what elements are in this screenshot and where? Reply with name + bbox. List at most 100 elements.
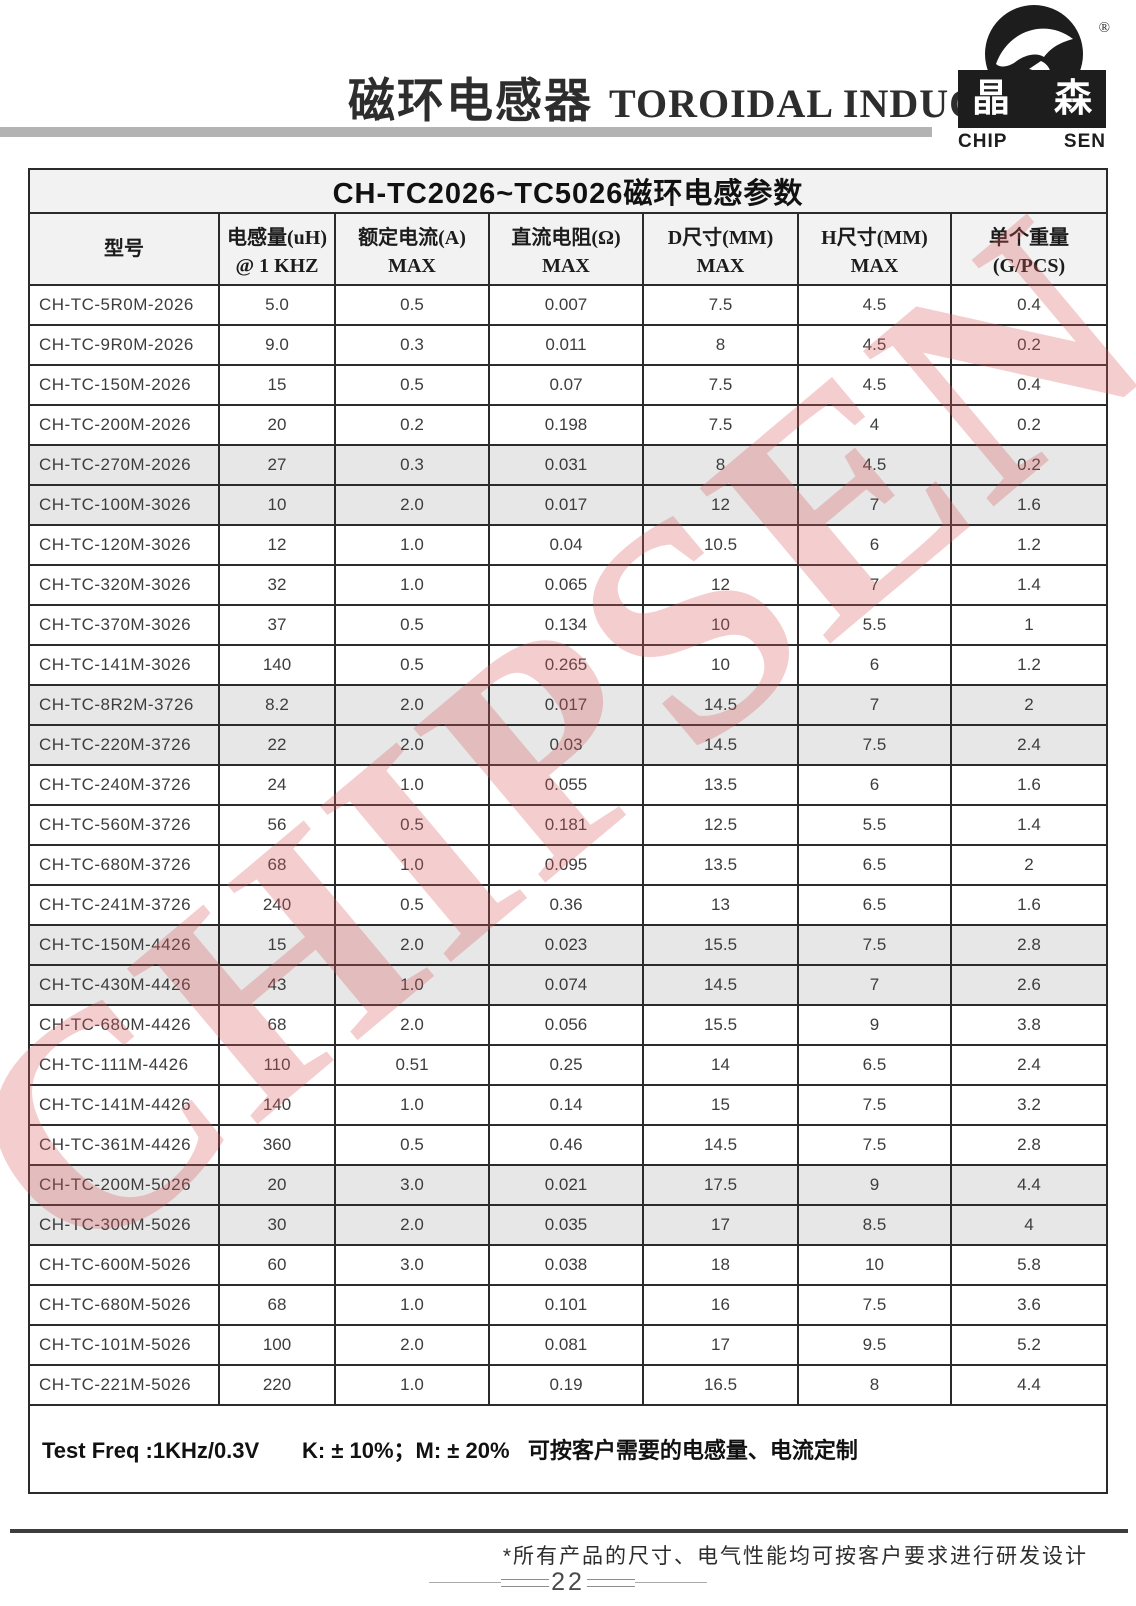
column-header: 电感量(uH) @ 1 KHZ — [218, 214, 334, 284]
cell-rated-current: 0.3 — [334, 326, 488, 364]
cell-d-size: 13.5 — [642, 846, 797, 884]
cell-h-size: 7.5 — [797, 1286, 950, 1324]
cell-inductance: 20 — [218, 406, 334, 444]
cell-dc-resistance: 0.095 — [488, 846, 642, 884]
cell-weight: 4.4 — [950, 1366, 1106, 1404]
cell-dc-resistance: 0.46 — [488, 1126, 642, 1164]
cell-weight: 1.4 — [950, 806, 1106, 844]
table-row: CH-TC-9R0M-2026 9.0 0.3 0.011 8 4.5 0.2 — [30, 324, 1106, 364]
cell-model: CH-TC-680M-3726 — [39, 855, 192, 874]
cell-d-size: 10.5 — [642, 526, 797, 564]
cell-model: CH-TC-370M-3026 — [39, 615, 192, 634]
cell-inductance: 32 — [218, 566, 334, 604]
table-row: CH-TC-370M-3026 37 0.5 0.134 10 5.5 1 — [30, 604, 1106, 644]
page-number-value: 22 — [551, 1568, 585, 1596]
cell-h-size: 7.5 — [797, 926, 950, 964]
column-header-line1: H尺寸(MM) — [821, 226, 928, 249]
cell-weight: 3.2 — [950, 1086, 1106, 1124]
cell-model: CH-TC-150M-4426 — [39, 935, 192, 954]
cell-model: CH-TC-120M-3026 — [39, 535, 192, 554]
bottom-divider — [10, 1529, 1128, 1533]
cell-rated-current: 3.0 — [334, 1166, 488, 1204]
cell-d-size: 15.5 — [642, 1006, 797, 1044]
cell-dc-resistance: 0.023 — [488, 926, 642, 964]
cell-inductance: 24 — [218, 766, 334, 804]
cell-inductance: 12 — [218, 526, 334, 564]
cell-dc-resistance: 0.081 — [488, 1326, 642, 1364]
table-row: CH-TC-680M-5026 68 1.0 0.101 16 7.5 3.6 — [30, 1284, 1106, 1324]
table-row: CH-TC-111M-4426 110 0.51 0.25 14 6.5 2.4 — [30, 1044, 1106, 1084]
cell-model: CH-TC-240M-3726 — [39, 775, 192, 794]
column-header: 额定电流(A) MAX — [334, 214, 488, 284]
cell-d-size: 14.5 — [642, 726, 797, 764]
cell-model: CH-TC-5R0M-2026 — [39, 295, 194, 314]
chipsen-logo: ® 晶 森 CHIP SEN — [958, 4, 1110, 152]
table-title: CH-TC2026~TC5026磁环电感参数 — [30, 170, 1106, 214]
table-row: CH-TC-300M-5026 30 2.0 0.035 17 8.5 4 — [30, 1204, 1106, 1244]
table-row: CH-TC-221M-5026 220 1.0 0.19 16.5 8 4.4 — [30, 1364, 1106, 1404]
cell-inductance: 15 — [218, 366, 334, 404]
column-header: 单个重量 (G/PCS) — [950, 214, 1106, 284]
cell-dc-resistance: 0.017 — [488, 486, 642, 524]
table-row: CH-TC-220M-3726 22 2.0 0.03 14.5 7.5 2.4 — [30, 724, 1106, 764]
cell-d-size: 10 — [642, 646, 797, 684]
cell-model: CH-TC-430M-4426 — [39, 975, 192, 994]
cell-model: CH-TC-101M-5026 — [39, 1335, 192, 1354]
table-row: CH-TC-560M-3726 56 0.5 0.181 12.5 5.5 1.… — [30, 804, 1106, 844]
table-row: CH-TC-430M-4426 43 1.0 0.074 14.5 7 2.6 — [30, 964, 1106, 1004]
cell-rated-current: 1.0 — [334, 1286, 488, 1324]
cell-h-size: 7 — [797, 486, 950, 524]
cell-d-size: 17.5 — [642, 1166, 797, 1204]
cell-model: CH-TC-560M-3726 — [39, 815, 192, 834]
cell-inductance: 27 — [218, 446, 334, 484]
cell-inductance: 140 — [218, 646, 334, 684]
cell-inductance: 15 — [218, 926, 334, 964]
table-row: CH-TC-680M-3726 68 1.0 0.095 13.5 6.5 2 — [30, 844, 1106, 884]
cell-weight: 0.2 — [950, 406, 1106, 444]
cell-dc-resistance: 0.36 — [488, 886, 642, 924]
logo-char-jing: 晶 — [972, 78, 1011, 120]
cell-rated-current: 0.2 — [334, 406, 488, 444]
cell-weight: 1.4 — [950, 566, 1106, 604]
table-row: CH-TC-120M-3026 12 1.0 0.04 10.5 6 1.2 — [30, 524, 1106, 564]
cell-inductance: 9.0 — [218, 326, 334, 364]
cell-inductance: 37 — [218, 606, 334, 644]
table-row: CH-TC-600M-5026 60 3.0 0.038 18 10 5.8 — [30, 1244, 1106, 1284]
cell-model: CH-TC-680M-4426 — [39, 1015, 192, 1034]
cell-dc-resistance: 0.265 — [488, 646, 642, 684]
cell-model: CH-TC-270M-2026 — [39, 455, 192, 474]
cell-model: CH-TC-100M-3026 — [39, 495, 192, 514]
cell-h-size: 9.5 — [797, 1326, 950, 1364]
cell-dc-resistance: 0.14 — [488, 1086, 642, 1124]
cell-rated-current: 0.3 — [334, 446, 488, 484]
cell-d-size: 17 — [642, 1206, 797, 1244]
cell-dc-resistance: 0.021 — [488, 1166, 642, 1204]
cell-dc-resistance: 0.101 — [488, 1286, 642, 1324]
table-body: CH-TC-5R0M-2026 5.0 0.5 0.007 7.5 4.5 0.… — [30, 284, 1106, 1404]
cell-weight: 1.6 — [950, 886, 1106, 924]
cell-weight: 2 — [950, 846, 1106, 884]
cell-inductance: 140 — [218, 1086, 334, 1124]
cell-weight: 4.4 — [950, 1166, 1106, 1204]
inductor-spec-table: CH-TC2026~TC5026磁环电感参数 型号 电感量(uH) @ 1 KH… — [28, 168, 1108, 1494]
cell-model: CH-TC-141M-4426 — [39, 1095, 192, 1114]
cell-h-size: 7.5 — [797, 1126, 950, 1164]
cell-d-size: 12.5 — [642, 806, 797, 844]
cell-d-size: 14.5 — [642, 1126, 797, 1164]
cell-d-size: 8 — [642, 446, 797, 484]
cell-h-size: 7 — [797, 686, 950, 724]
cell-h-size: 6.5 — [797, 886, 950, 924]
column-header: 型号 — [30, 214, 218, 284]
cell-dc-resistance: 0.25 — [488, 1046, 642, 1084]
cell-weight: 5.2 — [950, 1326, 1106, 1364]
cell-weight: 0.2 — [950, 326, 1106, 364]
cell-rated-current: 0.5 — [334, 606, 488, 644]
cell-dc-resistance: 0.056 — [488, 1006, 642, 1044]
cell-rated-current: 1.0 — [334, 846, 488, 884]
cell-weight: 5.8 — [950, 1246, 1106, 1284]
logo-english-name: CHIP SEN — [958, 131, 1106, 153]
cell-model: CH-TC-111M-4426 — [39, 1055, 189, 1074]
cell-inductance: 5.0 — [218, 286, 334, 324]
column-header-line2: MAX — [696, 254, 745, 277]
